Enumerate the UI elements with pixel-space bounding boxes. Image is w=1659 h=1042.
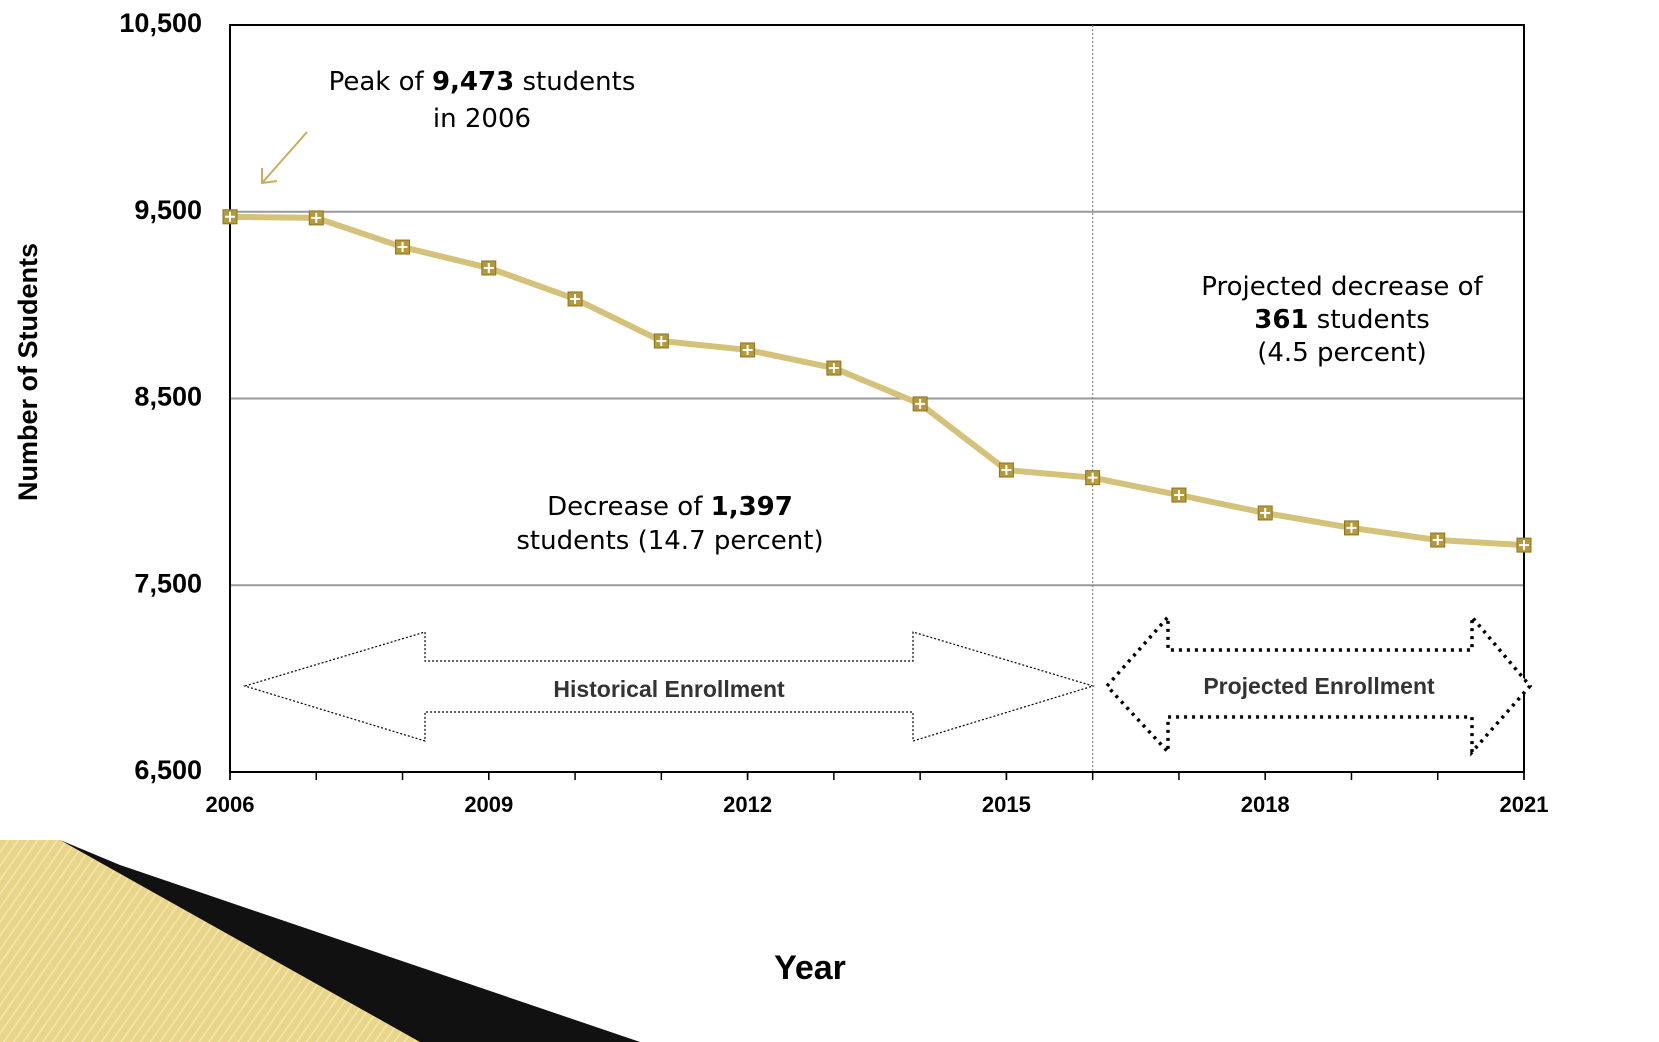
y-tick-label: 6,500 <box>134 755 202 785</box>
peak-pointer <box>261 131 308 184</box>
marker-cross <box>1087 472 1098 483</box>
annotation: students (14.7 percent) <box>516 526 823 556</box>
data-point <box>481 260 497 276</box>
data-point <box>912 396 928 412</box>
marker-cross <box>1432 535 1443 546</box>
series-line <box>229 213 1525 549</box>
peak-pointer-head <box>261 168 278 185</box>
annotation-part: Projected decrease of <box>1201 272 1483 302</box>
marker-cross <box>828 363 839 374</box>
marker-cross <box>1260 507 1271 518</box>
annotation-part: Peak of <box>329 67 432 97</box>
data-point <box>1430 532 1446 548</box>
data-point <box>395 239 411 255</box>
annotation-part: students (14.7 percent) <box>516 526 823 556</box>
annotation: Projected decrease of <box>1201 272 1483 302</box>
y-tick-label: 7,500 <box>134 568 202 598</box>
annotation: Peak of 9,473 students <box>329 67 636 97</box>
data-point <box>740 342 756 358</box>
annotation: Decrease of 1,397 <box>547 492 793 522</box>
period-label: Projected Enrollment <box>1203 673 1435 699</box>
y-axis-label: Number of Students <box>13 243 43 501</box>
annotation-part: 9,473 <box>432 67 514 97</box>
x-tick-label: 2012 <box>723 792 772 817</box>
data-point <box>1516 537 1532 553</box>
x-tick-label: 2021 <box>1500 792 1549 817</box>
data-point <box>308 210 324 226</box>
x-tick-label: 2006 <box>206 792 255 817</box>
annotation-part: 1,397 <box>711 492 793 522</box>
data-point <box>222 209 238 225</box>
marker-cross <box>483 262 494 273</box>
x-tick-label: 2015 <box>982 792 1031 817</box>
x-tick-label: 2018 <box>1241 792 1290 817</box>
annotation: in 2006 <box>433 104 531 134</box>
y-tick-label: 10,500 <box>119 8 202 38</box>
decoration <box>0 840 640 1042</box>
y-tick-label: 8,500 <box>134 382 202 412</box>
data-point <box>1343 520 1359 536</box>
x-tick-label: 2009 <box>464 792 513 817</box>
annotation-part: Decrease of <box>547 492 711 522</box>
plot-frame <box>229 24 1525 773</box>
data-point <box>998 462 1014 478</box>
marker-cross <box>1346 522 1357 533</box>
annotation-part: students <box>514 67 635 97</box>
marker-cross <box>225 211 235 222</box>
marker-cross <box>1001 465 1012 476</box>
marker-cross <box>570 293 581 304</box>
data-point <box>826 360 842 376</box>
annotation-part: in 2006 <box>433 104 531 134</box>
x-axis-label: Year <box>774 949 846 987</box>
marker-cross <box>397 242 408 253</box>
data-point <box>567 291 583 307</box>
data-point <box>1257 505 1273 521</box>
data-point <box>653 333 669 349</box>
marker-cross <box>311 212 322 223</box>
marker-cross <box>742 344 753 355</box>
marker-cross <box>1173 490 1184 501</box>
marker-cross <box>1519 540 1529 551</box>
period-label: Historical Enrollment <box>553 676 785 702</box>
period-arrows <box>242 131 1533 757</box>
annotation-part: 361 <box>1254 305 1308 335</box>
annotation-part: (4.5 percent) <box>1257 338 1426 368</box>
data-point <box>1085 470 1101 486</box>
annotation: 361 students <box>1254 305 1429 335</box>
projected-arrow <box>1104 612 1533 757</box>
y-tick-label: 9,500 <box>134 195 202 225</box>
annotation-part: students <box>1309 305 1430 335</box>
annotation: (4.5 percent) <box>1257 338 1426 368</box>
marker-cross <box>656 335 667 346</box>
data-point <box>1171 487 1187 503</box>
marker-cross <box>915 398 926 409</box>
